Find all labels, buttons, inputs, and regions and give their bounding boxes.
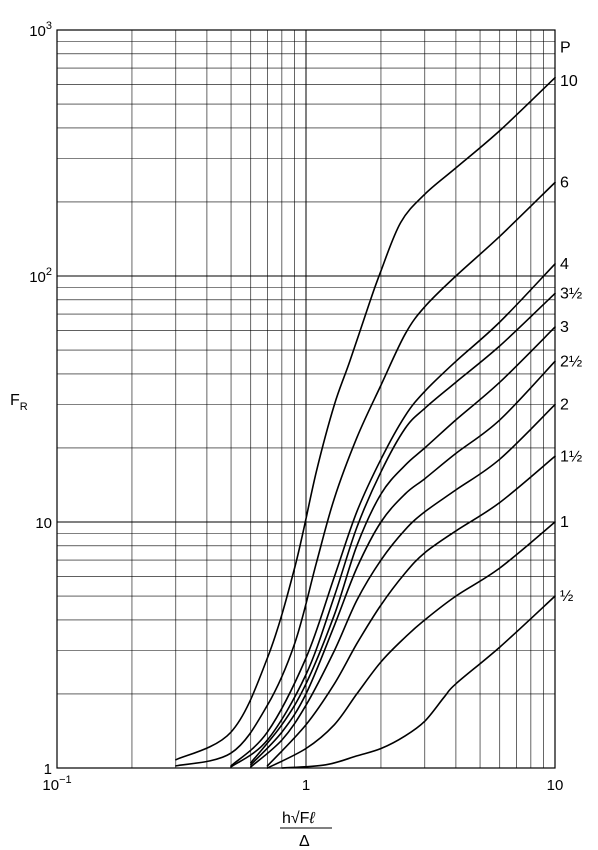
curve-label: 2½ xyxy=(560,353,582,370)
y-axis-label: FR xyxy=(10,392,28,413)
y-tick-labels: 1 10 102 103 xyxy=(29,20,52,778)
series-line-½ xyxy=(281,595,556,769)
curve-label: 1½ xyxy=(560,448,582,465)
y-tick-label: 10 xyxy=(35,515,52,532)
curve-label: P xyxy=(560,39,571,56)
curve-label: 4 xyxy=(560,256,569,273)
x-tick-labels: 10−1 1 10 xyxy=(42,774,563,794)
series-line-4 xyxy=(230,263,556,767)
x-tick-label: 10 xyxy=(547,777,564,794)
x-axis-label-numerator: h√Fℓ xyxy=(282,810,315,827)
x-axis-label: h√Fℓ Δ xyxy=(280,810,332,850)
series-line-2½ xyxy=(250,360,556,766)
series-line-6 xyxy=(175,181,556,767)
series-curves xyxy=(175,76,556,769)
series-line-3 xyxy=(250,326,556,764)
y-tick-label: 102 xyxy=(29,266,52,286)
series-line-10 xyxy=(175,76,556,761)
curve-label: 3 xyxy=(560,319,569,336)
x-axis-label-denominator: Δ xyxy=(299,833,310,850)
x-tick-label: 1 xyxy=(302,777,310,794)
curve-label: 10 xyxy=(560,73,578,90)
y-tick-label: 1 xyxy=(44,761,52,778)
curve-label: 2 xyxy=(560,397,569,414)
series-line-1 xyxy=(266,521,556,769)
curve-label: 6 xyxy=(560,174,569,191)
curve-label: 3½ xyxy=(560,285,582,302)
curve-label: 1 xyxy=(560,514,569,531)
series-line-2 xyxy=(250,403,556,768)
series-line-1½ xyxy=(266,455,556,767)
curve-label: ½ xyxy=(560,588,573,605)
plot-frame xyxy=(56,29,556,769)
x-tick-label: 10−1 xyxy=(42,774,71,794)
y-tick-label: 103 xyxy=(29,20,52,40)
series-line-3½ xyxy=(230,292,556,768)
